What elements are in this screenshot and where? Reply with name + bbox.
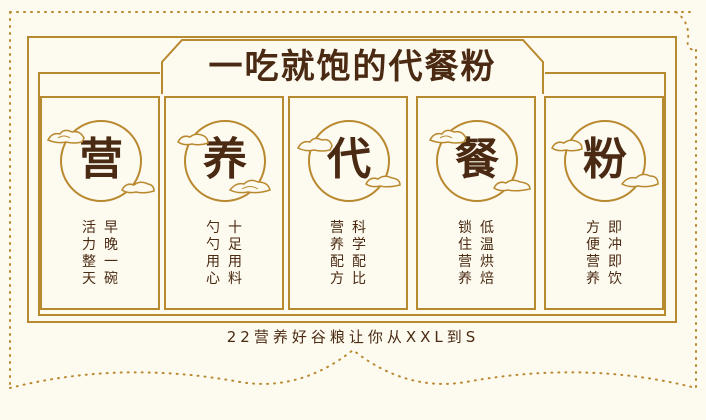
cloud-icon bbox=[620, 173, 659, 188]
panel-circle bbox=[564, 120, 646, 202]
cloud-icon bbox=[177, 133, 209, 146]
panel-line-2: 方便营养 bbox=[586, 220, 600, 287]
title-banner bbox=[160, 38, 545, 96]
panel-line-1: 科学配比 bbox=[352, 220, 366, 287]
panel-text: 方便营养 即冲即饮 bbox=[546, 220, 662, 288]
panel-line-2: 锁住营养 bbox=[458, 220, 472, 287]
panel-2: 养 勺勺用心 十足用料 bbox=[164, 96, 284, 310]
cloud-icon bbox=[365, 175, 401, 188]
panel-3: 代 营养配方 科学配比 bbox=[288, 96, 408, 310]
panel-text: 锁住营养 低温烘焙 bbox=[418, 220, 534, 288]
cloud-icon bbox=[121, 181, 155, 194]
panel-line-1: 十足用料 bbox=[228, 220, 242, 287]
cloud-icon bbox=[228, 179, 271, 194]
outer-frame bbox=[27, 36, 677, 323]
panel-line-2: 活力整天 bbox=[82, 220, 96, 287]
panel-5: 粉 方便营养 即冲即饮 bbox=[544, 96, 664, 310]
panel-char: 粉 bbox=[583, 134, 627, 185]
panel-line-2: 营养配方 bbox=[330, 220, 344, 287]
panel-1: 营 活力整天 早晚一碗 bbox=[40, 96, 160, 310]
subtitle: 22营养好谷粮让你从XXL到S bbox=[226, 328, 480, 346]
panel-char: 养 bbox=[203, 134, 247, 185]
panel-4: 餐 锁住营养 低温烘焙 bbox=[416, 96, 536, 310]
panel-line-1: 低温烘焙 bbox=[480, 220, 494, 287]
cloud-icon bbox=[493, 179, 531, 192]
cloud-icon bbox=[46, 129, 85, 144]
panel-line-1: 早晚一碗 bbox=[104, 220, 118, 287]
panel-line-2: 勺勺用心 bbox=[206, 220, 220, 287]
panel-line-1: 即冲即饮 bbox=[608, 220, 622, 287]
panel-text: 营养配方 科学配比 bbox=[290, 220, 406, 288]
panel-char: 代 bbox=[327, 134, 371, 185]
page-title: 一吃就饱的代餐粉 bbox=[208, 47, 497, 87]
cloud-icon bbox=[296, 137, 333, 152]
panel-circle bbox=[308, 120, 390, 202]
cloud-icon bbox=[428, 129, 467, 144]
cloud-icon bbox=[551, 139, 583, 152]
panel-text: 活力整天 早晚一碗 bbox=[42, 220, 158, 288]
panel-text: 勺勺用心 十足用料 bbox=[166, 220, 282, 288]
panel-char: 营 bbox=[79, 134, 123, 185]
